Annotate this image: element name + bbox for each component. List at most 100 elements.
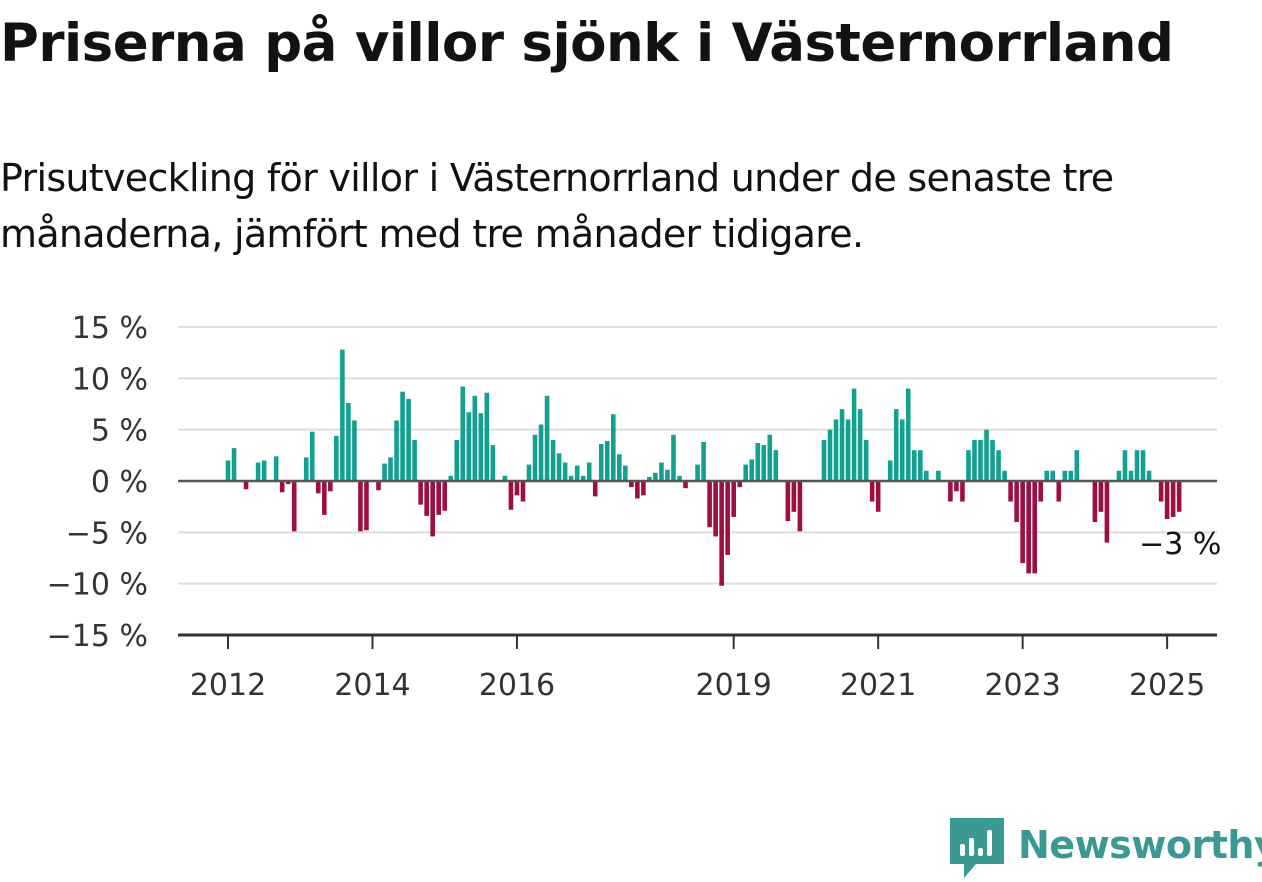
bar (791, 481, 797, 512)
bar (972, 439, 977, 481)
bar (1008, 481, 1013, 502)
bar (773, 450, 779, 481)
bar (924, 470, 929, 481)
bar (550, 439, 556, 481)
bar (340, 349, 345, 481)
x-tick-label: 2023 (984, 668, 1060, 703)
bar (472, 395, 478, 481)
bar (1176, 481, 1182, 512)
bar (635, 481, 640, 499)
bar (653, 472, 658, 481)
y-tick-label: 10 % (72, 362, 148, 397)
bar (273, 456, 279, 481)
bar (568, 475, 574, 481)
bar (1014, 481, 1019, 523)
bar (647, 476, 652, 481)
y-tick-label: −15 % (47, 619, 148, 654)
bar (514, 481, 520, 496)
bar (580, 475, 586, 481)
bar (508, 481, 514, 510)
bar (683, 481, 688, 489)
bar (382, 463, 387, 481)
x-tick-label: 2012 (190, 668, 266, 703)
axes (178, 479, 1217, 637)
bar (364, 481, 369, 531)
bar (1092, 481, 1098, 523)
bar (520, 481, 526, 502)
x-tick-label: 2019 (696, 668, 772, 703)
bar (604, 440, 610, 481)
last-value-label: −3 % (1139, 527, 1221, 562)
bar (707, 481, 712, 528)
bar (785, 481, 791, 522)
bar (701, 441, 706, 481)
bar (454, 439, 460, 481)
bar (665, 469, 670, 481)
bar (460, 386, 466, 481)
bar (328, 481, 333, 492)
bar (869, 481, 875, 502)
bar (400, 391, 405, 481)
bar (376, 481, 381, 491)
bar (671, 434, 676, 481)
bar (532, 434, 538, 481)
bar (677, 475, 682, 481)
bar (936, 470, 941, 481)
bar (918, 450, 923, 481)
bar (418, 481, 423, 505)
bar (1068, 470, 1074, 481)
bar (966, 450, 971, 481)
bar (617, 454, 622, 481)
bar (484, 392, 490, 481)
bar (285, 481, 291, 485)
bar (562, 462, 568, 481)
bar (225, 460, 231, 481)
bar (755, 443, 761, 481)
bar (316, 481, 321, 494)
bar (490, 445, 496, 481)
bar (610, 414, 616, 481)
bar (412, 439, 417, 481)
bar (887, 460, 893, 481)
bar (749, 459, 755, 481)
bar (990, 439, 995, 481)
bar (623, 465, 628, 481)
bar (875, 481, 881, 512)
bar (821, 439, 827, 481)
bar (352, 420, 357, 481)
bar (1002, 470, 1007, 481)
bar (893, 409, 899, 481)
bar (743, 464, 749, 481)
bar (737, 481, 742, 488)
bar (857, 409, 863, 481)
bar (598, 444, 604, 481)
bar-chart: 15 %10 %5 %0 %−5 %−10 %−15 % 2012 2014 201… (47, 311, 1222, 703)
bar (1170, 481, 1176, 517)
bar (719, 481, 724, 586)
bar (827, 429, 833, 481)
bar (851, 388, 857, 481)
x-axis-ticks: 2012 2014 2016 2019 2021 2023 2025 (190, 635, 1205, 703)
bar (502, 475, 508, 481)
grid-lines (178, 326, 1217, 585)
bar (538, 424, 544, 481)
bar (1062, 470, 1068, 481)
y-tick-label: −5 % (66, 516, 148, 551)
bar (309, 431, 315, 481)
bar (586, 462, 592, 481)
brand-name: Newsworthy (1018, 823, 1262, 867)
y-tick-label: 0 % (91, 465, 148, 500)
bar (556, 453, 562, 481)
bar (911, 450, 917, 481)
bar (731, 481, 736, 517)
bar (231, 448, 237, 481)
bar (334, 435, 339, 481)
bar (1074, 450, 1080, 481)
bar (1038, 481, 1043, 502)
bar (984, 429, 989, 481)
bar (725, 481, 730, 555)
x-tick-label: 2014 (334, 668, 410, 703)
bar (629, 481, 634, 488)
bar (1146, 470, 1152, 481)
bar (1050, 470, 1056, 481)
